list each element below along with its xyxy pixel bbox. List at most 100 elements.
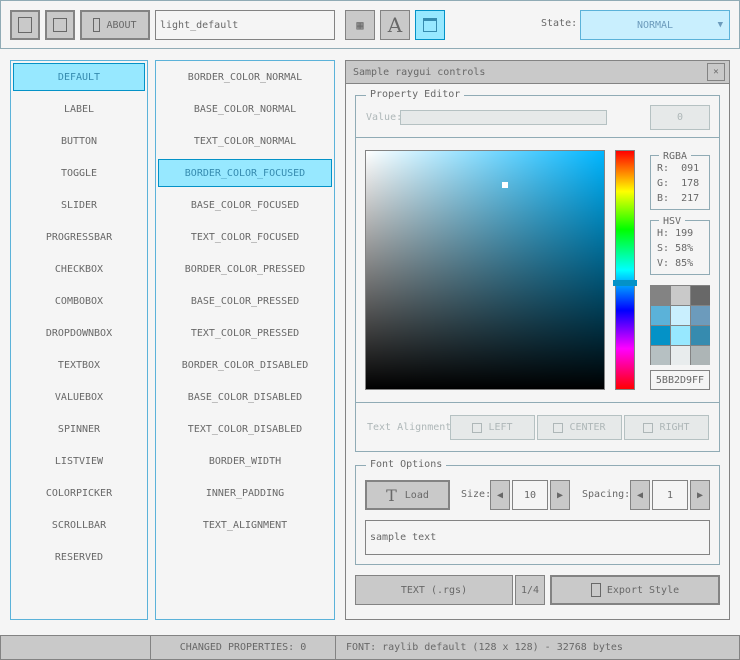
- controls-list-item[interactable]: PROGRESSBAR: [45, 231, 113, 243]
- controls-list[interactable]: DEFAULT LABEL BUTTON TOGGLE SLIDER PROGRESSBA…: [10, 60, 148, 620]
- text-rgs-button[interactable]: TEXT (.rgs): [355, 575, 513, 605]
- controls-list-item[interactable]: CHECKBOX: [54, 263, 104, 275]
- palette-swatch[interactable]: [651, 326, 670, 345]
- h-value: 199: [675, 228, 694, 239]
- font-toggle[interactable]: A: [380, 10, 410, 40]
- rgba-group: RGBA R: 091 G: 178 B: 217: [650, 149, 710, 210]
- size-decrement-button[interactable]: ◀: [490, 480, 510, 510]
- sample-text-input[interactable]: sample text: [365, 520, 710, 555]
- spacing-value-box[interactable]: 1: [652, 480, 688, 510]
- properties-list[interactable]: BORDER_COLOR_NORMAL BASE_COLOR_NORMAL TEXT…: [155, 60, 335, 620]
- controls-list-item[interactable]: SCROLLBAR: [51, 519, 107, 531]
- r-label: R:: [657, 163, 670, 174]
- properties-list-item[interactable]: TEXT_COLOR_NORMAL: [193, 135, 297, 147]
- color-picker-cursor[interactable]: [502, 182, 508, 188]
- s-value: 58%: [675, 243, 694, 254]
- value-label: Value:: [366, 112, 403, 123]
- text-alignment-label: Text Alignment:: [367, 422, 458, 433]
- align-right-button[interactable]: RIGHT: [624, 415, 709, 440]
- hsv-group: HSV H: 199 S: 58% V: 85%: [650, 214, 710, 275]
- load-font-button[interactable]: T Load: [365, 480, 450, 510]
- properties-list-item[interactable]: BORDER_WIDTH: [208, 455, 282, 467]
- palette-swatch[interactable]: [651, 286, 670, 305]
- spacing-decrement-button[interactable]: ◀: [630, 480, 650, 510]
- properties-list-item[interactable]: TEXT_COLOR_FOCUSED: [190, 231, 300, 243]
- about-button[interactable]: ABOUT: [80, 10, 150, 40]
- palette-swatch[interactable]: [691, 286, 710, 305]
- export-style-button[interactable]: Export Style: [550, 575, 720, 605]
- arrow-left-icon: ◀: [636, 489, 644, 501]
- palette-swatch[interactable]: [651, 346, 670, 365]
- export-label: Export Style: [606, 584, 680, 596]
- properties-list-item[interactable]: BASE_COLOR_PRESSED: [190, 295, 300, 307]
- status-bar: CHANGED PROPERTIES: 0 FONT: raylib defau…: [0, 635, 740, 660]
- arrow-right-icon: ▶: [556, 489, 564, 501]
- style-name-text: light_default: [160, 19, 239, 31]
- hue-bar[interactable]: [615, 150, 635, 390]
- properties-list-item[interactable]: INNER_PADDING: [205, 487, 285, 499]
- properties-list-item[interactable]: BORDER_COLOR_NORMAL: [187, 71, 303, 83]
- hue-selector[interactable]: [613, 279, 637, 286]
- grid-toggle[interactable]: ▦: [345, 10, 375, 40]
- controls-list-item[interactable]: DEFAULT: [13, 63, 145, 91]
- align-left-button[interactable]: LEFT: [450, 415, 535, 440]
- color-picker-panel[interactable]: [365, 150, 605, 390]
- palette-swatch[interactable]: [671, 306, 690, 325]
- size-value-box[interactable]: 10: [512, 480, 548, 510]
- properties-list-item[interactable]: BASE_COLOR_NORMAL: [193, 103, 297, 115]
- window-close-button[interactable]: ✕: [707, 63, 725, 81]
- properties-list-item[interactable]: TEXT_ALIGNMENT: [202, 519, 288, 531]
- palette-swatch[interactable]: [691, 326, 710, 345]
- state-dropdown[interactable]: NORMAL ▼: [580, 10, 730, 40]
- font-options-group: Font Options: [355, 459, 720, 565]
- sample-text: sample text: [370, 532, 437, 543]
- value-text: 0: [676, 112, 684, 123]
- palette-swatch[interactable]: [691, 306, 710, 325]
- open-file-button[interactable]: [10, 10, 40, 40]
- text-rgs-label: TEXT (.rgs): [400, 584, 468, 596]
- status-changed: CHANGED PROPERTIES: 0: [151, 636, 336, 659]
- align-center-label: CENTER: [569, 422, 606, 433]
- palette-swatch[interactable]: [671, 286, 690, 305]
- controls-list-item[interactable]: SPINNER: [57, 423, 101, 435]
- palette-swatch[interactable]: [691, 346, 710, 365]
- state-value: NORMAL: [636, 19, 674, 31]
- properties-list-item[interactable]: TEXT_COLOR_PRESSED: [190, 327, 300, 339]
- controls-list-item[interactable]: VALUEBOX: [54, 391, 104, 403]
- palette-swatch[interactable]: [671, 346, 690, 365]
- size-increment-button[interactable]: ▶: [550, 480, 570, 510]
- palette-swatch[interactable]: [671, 326, 690, 345]
- properties-list-item[interactable]: BORDER_COLOR_FOCUSED: [158, 159, 332, 187]
- align-center-button[interactable]: CENTER: [537, 415, 622, 440]
- properties-list-item[interactable]: BORDER_COLOR_PRESSED: [184, 263, 306, 275]
- palette-swatch[interactable]: [651, 306, 670, 325]
- value-box[interactable]: 0: [650, 105, 710, 130]
- controls-list-item[interactable]: DROPDOWNBOX: [45, 327, 113, 339]
- controls-list-item[interactable]: COMBOBOX: [54, 295, 104, 307]
- spacing-increment-button[interactable]: ▶: [690, 480, 710, 510]
- load-label: Load: [404, 489, 429, 501]
- window-toggle[interactable]: [415, 10, 445, 40]
- style-name-input[interactable]: light_default: [155, 10, 335, 40]
- controls-list-item[interactable]: SLIDER: [60, 199, 98, 211]
- controls-list-item[interactable]: COLORPICKER: [45, 487, 113, 499]
- controls-list-item[interactable]: LISTVIEW: [54, 455, 104, 467]
- controls-list-item[interactable]: TEXTBOX: [57, 359, 101, 371]
- save-file-button[interactable]: [45, 10, 75, 40]
- properties-list-item[interactable]: BORDER_COLOR_DISABLED: [181, 359, 309, 371]
- chevron-down-icon: ▼: [717, 20, 723, 30]
- properties-list-item[interactable]: TEXT_COLOR_DISABLED: [187, 423, 303, 435]
- properties-list-item[interactable]: BASE_COLOR_DISABLED: [187, 391, 303, 403]
- value-slider[interactable]: [400, 110, 607, 125]
- hex-color-box[interactable]: 5BB2D9FF: [650, 370, 710, 390]
- controls-list-item[interactable]: RESERVED: [54, 551, 104, 563]
- controls-list-item[interactable]: LABEL: [63, 103, 95, 115]
- properties-list-item[interactable]: BASE_COLOR_FOCUSED: [190, 199, 300, 211]
- r-value: 091: [681, 163, 700, 174]
- controls-list-item[interactable]: BUTTON: [60, 135, 98, 147]
- window-titlebar[interactable]: Sample raygui controls: [345, 60, 730, 84]
- folder-icon: [18, 17, 32, 33]
- controls-list-item[interactable]: TOGGLE: [60, 167, 98, 179]
- page-indicator[interactable]: 1/4: [515, 575, 545, 605]
- divider: [356, 137, 719, 138]
